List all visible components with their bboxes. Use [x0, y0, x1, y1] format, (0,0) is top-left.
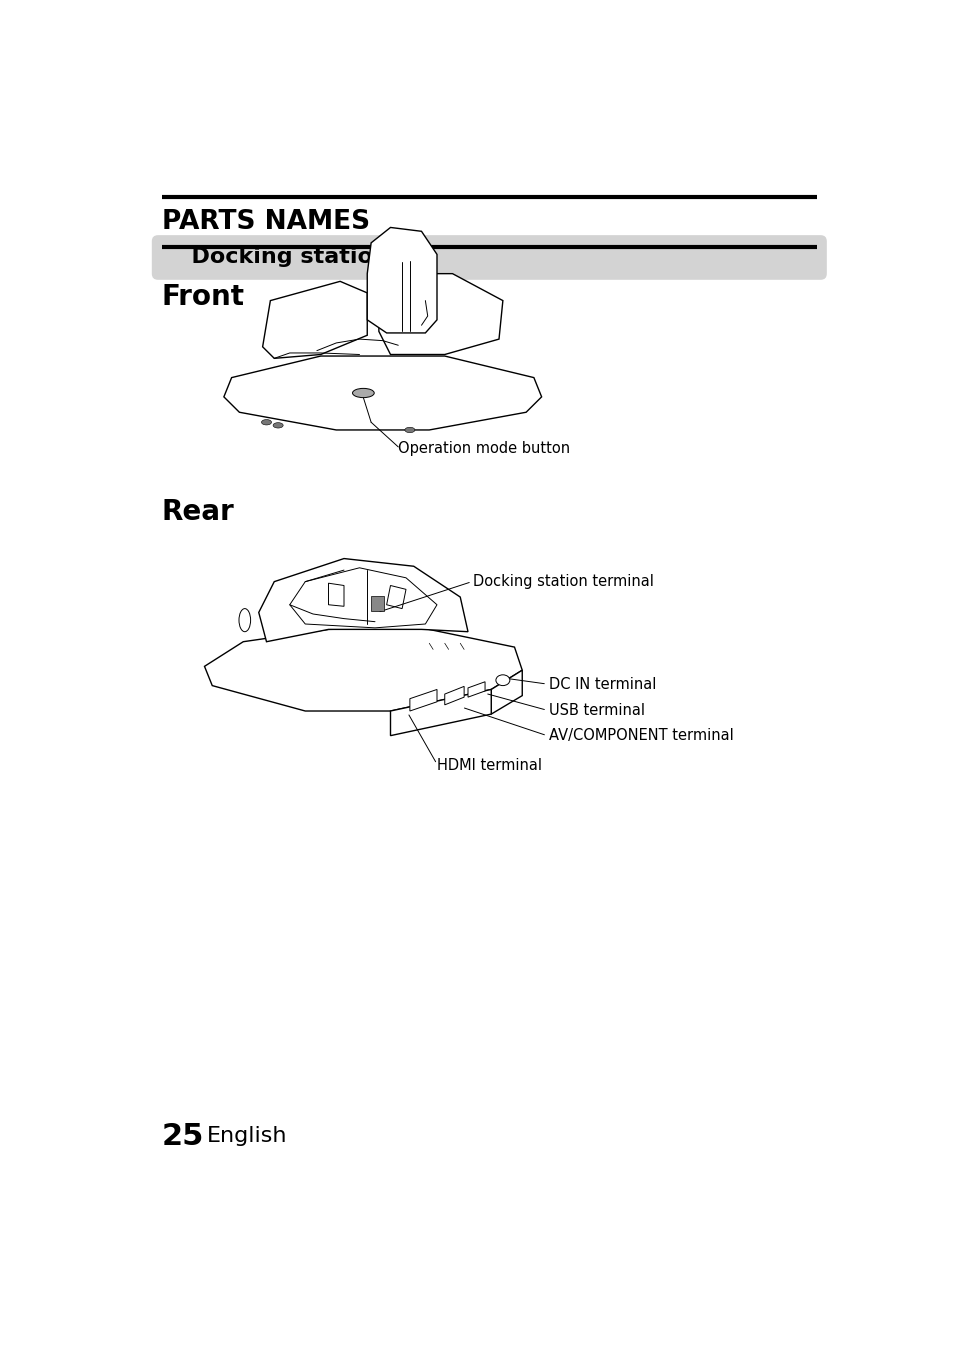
Polygon shape: [224, 356, 541, 429]
Text: Rear: Rear: [162, 498, 234, 526]
Ellipse shape: [353, 389, 374, 398]
Polygon shape: [367, 227, 436, 333]
Polygon shape: [468, 682, 484, 697]
Text: PARTS NAMES: PARTS NAMES: [162, 209, 370, 235]
Text: Operation mode button: Operation mode button: [397, 441, 570, 456]
Polygon shape: [258, 559, 468, 641]
Ellipse shape: [261, 420, 272, 425]
Text: Docking station terminal: Docking station terminal: [473, 574, 654, 589]
Ellipse shape: [496, 675, 509, 686]
Polygon shape: [262, 281, 367, 358]
Polygon shape: [390, 690, 491, 736]
FancyBboxPatch shape: [152, 235, 826, 279]
Text: English: English: [207, 1126, 287, 1146]
Polygon shape: [290, 568, 436, 628]
Ellipse shape: [404, 427, 415, 432]
Text: USB terminal: USB terminal: [548, 703, 644, 718]
Text: Docking station: Docking station: [175, 247, 388, 267]
Polygon shape: [386, 586, 406, 609]
Polygon shape: [410, 690, 436, 711]
Text: Front: Front: [162, 282, 245, 310]
Text: AV/COMPONENT terminal: AV/COMPONENT terminal: [548, 728, 733, 743]
Polygon shape: [444, 686, 464, 705]
Ellipse shape: [273, 423, 283, 428]
Ellipse shape: [239, 609, 251, 632]
Polygon shape: [378, 274, 502, 355]
Text: HDMI terminal: HDMI terminal: [436, 759, 541, 774]
Polygon shape: [491, 670, 521, 714]
Polygon shape: [204, 628, 521, 711]
Polygon shape: [328, 583, 344, 606]
Text: 25: 25: [162, 1122, 204, 1150]
Text: DC IN terminal: DC IN terminal: [548, 676, 656, 691]
Polygon shape: [371, 595, 384, 612]
